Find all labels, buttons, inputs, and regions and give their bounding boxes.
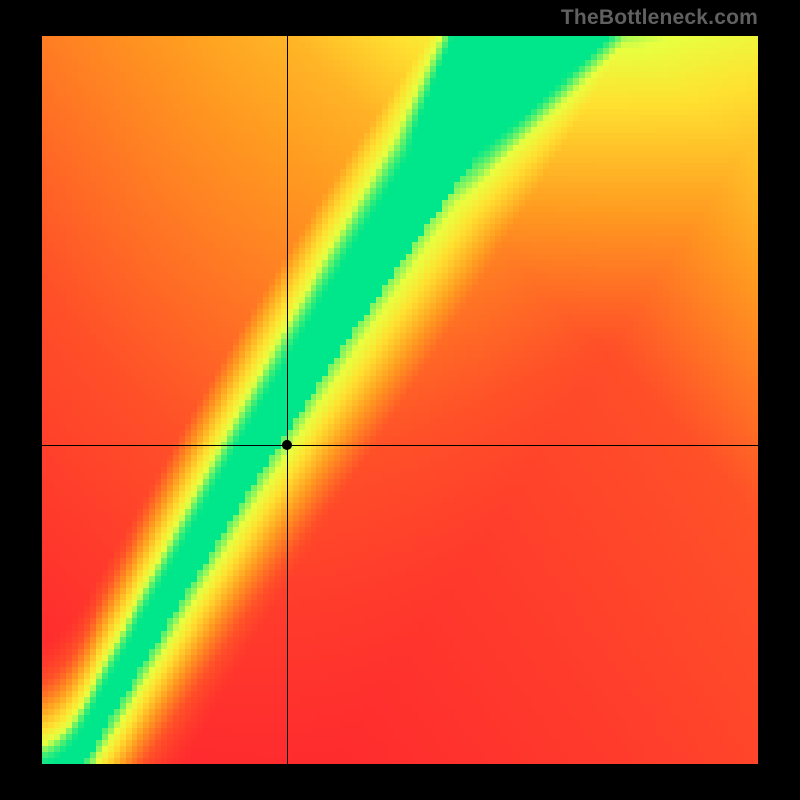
heatmap-canvas bbox=[42, 36, 758, 764]
plot-area bbox=[42, 36, 758, 764]
chart-container: TheBottleneck.com bbox=[0, 0, 800, 800]
watermark-text: TheBottleneck.com bbox=[561, 6, 758, 30]
